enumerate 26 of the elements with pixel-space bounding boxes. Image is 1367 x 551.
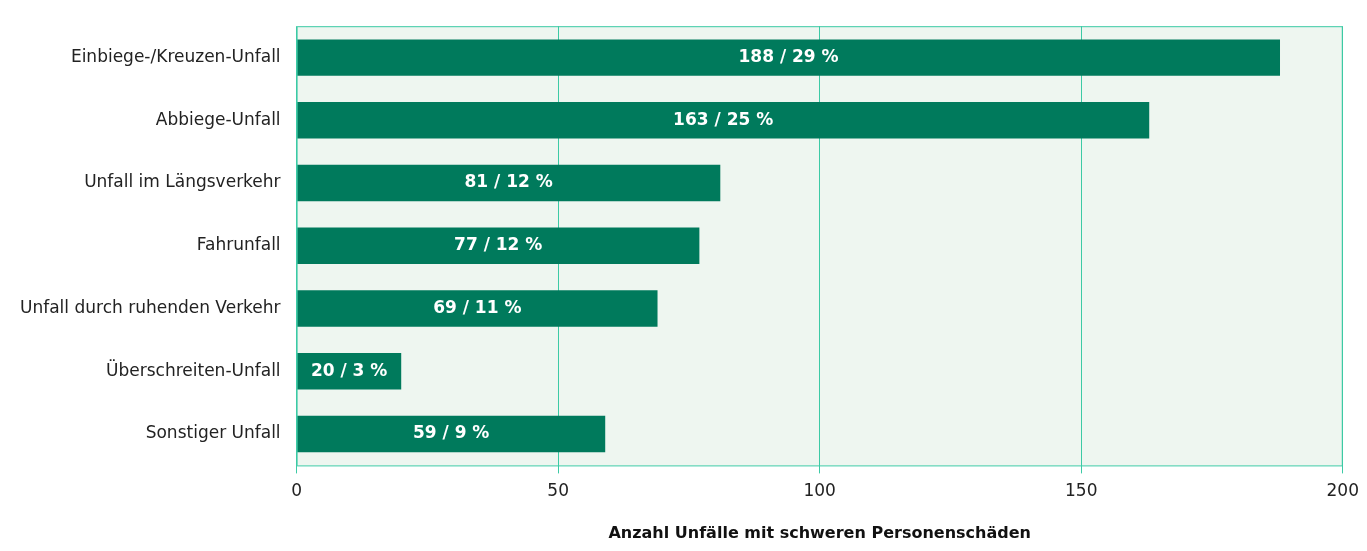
x-tick-label: 0 (291, 480, 303, 501)
data-label: 59 / 9 % (412, 422, 490, 443)
data-label: 81 / 12 % (464, 171, 553, 192)
bar (297, 290, 658, 327)
bar (297, 164, 721, 202)
y-tick-label: Sonstiger Unfall (145, 422, 281, 443)
y-tick-label: Unfall durch ruhenden Verkehr (19, 296, 281, 317)
y-tick-label: Unfall im Längsverkehr (84, 171, 281, 192)
data-label: 163 / 25 % (673, 108, 774, 129)
data-label: 69 / 11 % (433, 296, 522, 317)
y-tick-label: Abbiege-Unfall (155, 108, 281, 129)
x-axis-title: Anzahl Unfälle mit schweren Personenschäden (608, 522, 1031, 542)
data-label: 77 / 12 % (454, 234, 543, 255)
y-tick-label: Einbiege-/Kreuzen-Unfall (70, 45, 281, 66)
bar (297, 415, 606, 453)
x-tick-label: 50 (547, 480, 569, 501)
bar (297, 227, 700, 264)
x-tick-label: 200 (1326, 480, 1359, 501)
bar (297, 102, 1150, 139)
y-tick-label: Überschreiten-Unfall (106, 358, 281, 380)
data-label: 20 / 3 % (310, 359, 388, 380)
x-tick-label: 100 (803, 480, 836, 501)
x-tick-label: 150 (1065, 480, 1098, 501)
bar (297, 39, 1281, 76)
y-tick-label: Fahrunfall (196, 234, 281, 255)
data-label: 188 / 29 % (738, 45, 839, 66)
